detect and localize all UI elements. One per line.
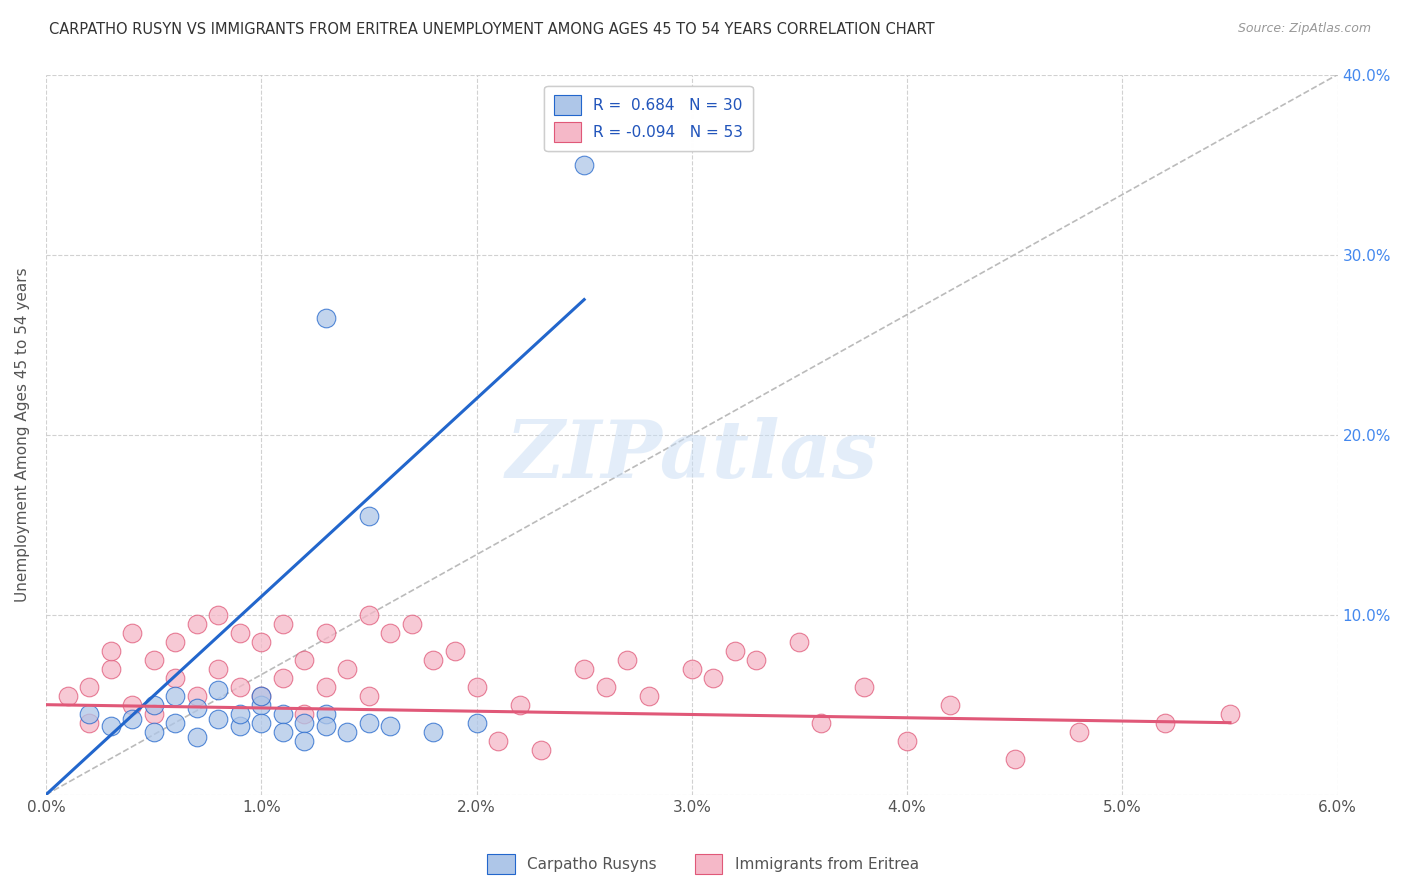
Point [186, 689, 208, 703]
Point [572, 662, 595, 676]
Point [702, 671, 724, 685]
Point [292, 653, 315, 667]
Point [142, 706, 165, 721]
Point [422, 724, 444, 739]
Point [616, 653, 638, 667]
Point [315, 680, 337, 694]
Text: CARPATHO RUSYN VS IMMIGRANTS FROM ERITREA UNEMPLOYMENT AMONG AGES 45 TO 54 YEARS: CARPATHO RUSYN VS IMMIGRANTS FROM ERITRE… [49, 22, 935, 37]
Point [572, 157, 595, 171]
Point [165, 671, 187, 685]
Point [422, 653, 444, 667]
Point [142, 653, 165, 667]
Point [271, 671, 294, 685]
Point [357, 508, 380, 523]
Point [315, 625, 337, 640]
Point [509, 698, 531, 712]
Point [1219, 706, 1241, 721]
Point [142, 698, 165, 712]
Point [292, 733, 315, 747]
Point [121, 698, 143, 712]
Text: ZIPatlas: ZIPatlas [506, 417, 877, 495]
Point [357, 689, 380, 703]
Point [357, 715, 380, 730]
Point [724, 643, 747, 657]
Point [336, 724, 359, 739]
Point [1069, 724, 1091, 739]
Point [228, 719, 250, 733]
Point [77, 706, 100, 721]
Point [77, 680, 100, 694]
Point [292, 706, 315, 721]
Point [250, 715, 273, 730]
Point [315, 310, 337, 325]
Point [896, 733, 918, 747]
Point [165, 634, 187, 648]
Point [789, 634, 811, 648]
Point [637, 689, 659, 703]
Point [465, 680, 488, 694]
Point [100, 662, 122, 676]
Legend: Carpatho Rusyns, Immigrants from Eritrea: Carpatho Rusyns, Immigrants from Eritrea [481, 848, 925, 880]
Point [1004, 752, 1026, 766]
Point [165, 689, 187, 703]
Point [271, 706, 294, 721]
Point [207, 683, 229, 698]
Point [939, 698, 962, 712]
Point [336, 662, 359, 676]
Point [250, 689, 273, 703]
Point [186, 730, 208, 744]
Point [271, 724, 294, 739]
Point [745, 653, 768, 667]
Point [77, 715, 100, 730]
Point [530, 742, 553, 756]
Point [595, 680, 617, 694]
Point [56, 689, 79, 703]
Point [228, 680, 250, 694]
Point [186, 616, 208, 631]
Point [444, 643, 467, 657]
Point [250, 698, 273, 712]
Point [315, 706, 337, 721]
Point [853, 680, 876, 694]
Text: Source: ZipAtlas.com: Source: ZipAtlas.com [1237, 22, 1371, 36]
Point [121, 712, 143, 726]
Y-axis label: Unemployment Among Ages 45 to 54 years: Unemployment Among Ages 45 to 54 years [15, 268, 30, 602]
Point [486, 733, 509, 747]
Point [357, 607, 380, 622]
Point [810, 715, 832, 730]
Legend: R =  0.684   N = 30, R = -0.094   N = 53: R = 0.684 N = 30, R = -0.094 N = 53 [544, 86, 752, 151]
Point [681, 662, 703, 676]
Point [207, 607, 229, 622]
Point [165, 715, 187, 730]
Point [186, 701, 208, 715]
Point [250, 689, 273, 703]
Point [142, 724, 165, 739]
Point [271, 616, 294, 631]
Point [1154, 715, 1177, 730]
Point [380, 719, 402, 733]
Point [228, 706, 250, 721]
Point [380, 625, 402, 640]
Point [465, 715, 488, 730]
Point [121, 625, 143, 640]
Point [207, 662, 229, 676]
Point [401, 616, 423, 631]
Point [292, 715, 315, 730]
Point [228, 625, 250, 640]
Point [100, 643, 122, 657]
Point [250, 634, 273, 648]
Point [207, 712, 229, 726]
Point [100, 719, 122, 733]
Point [315, 719, 337, 733]
